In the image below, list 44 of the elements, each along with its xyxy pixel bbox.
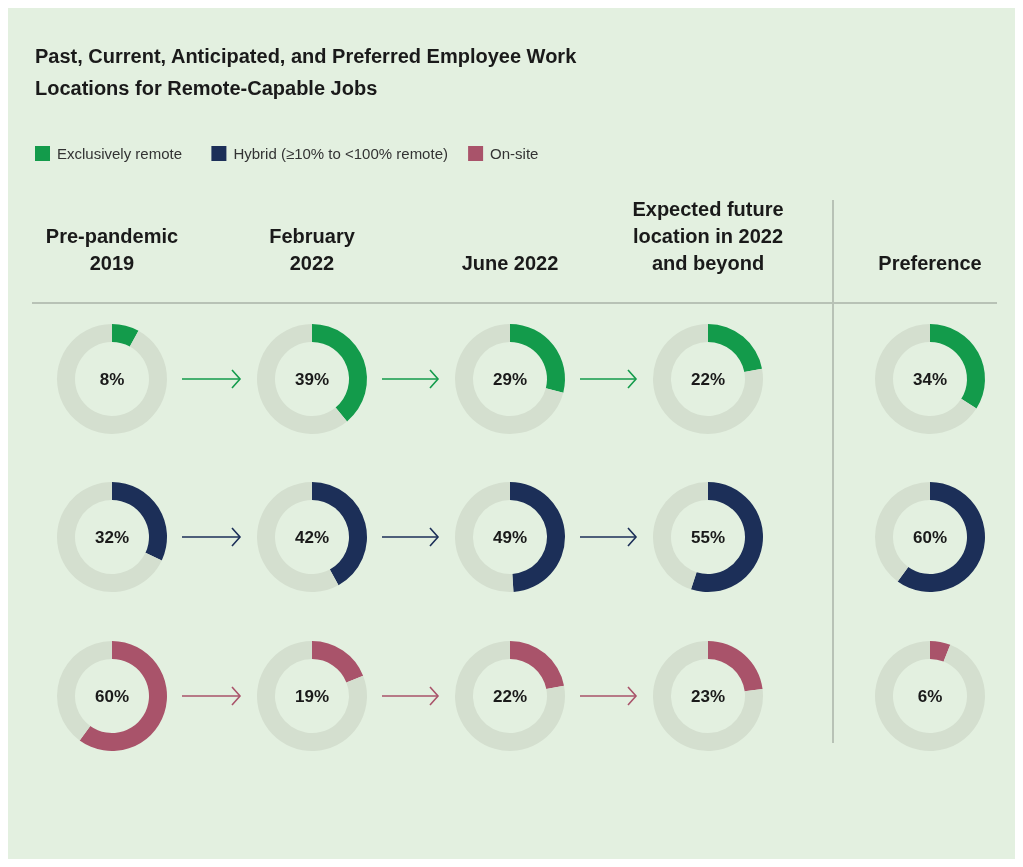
text: 23% bbox=[690, 687, 726, 706]
chart-title: Preference bbox=[878, 252, 982, 274]
donut-slice bbox=[455, 641, 565, 751]
donut-slice bbox=[653, 324, 763, 434]
donut-slice bbox=[79, 641, 167, 751]
text: 34% bbox=[912, 370, 948, 389]
donut-slice bbox=[930, 641, 951, 662]
text: 29% bbox=[492, 370, 528, 389]
donut-slice bbox=[455, 324, 564, 434]
donut-slice bbox=[875, 641, 985, 751]
legend-label: Exclusively remote bbox=[57, 144, 183, 162]
text: 39% bbox=[294, 370, 330, 389]
text: 60% bbox=[94, 687, 130, 706]
text: 19% bbox=[294, 687, 330, 706]
donut-slice bbox=[875, 324, 977, 434]
text: 49% bbox=[492, 528, 528, 547]
donut-slice bbox=[57, 482, 162, 592]
chart-title: February 2022 bbox=[269, 225, 356, 274]
chart-title: Expected future location in 2022 and beyond bbox=[632, 198, 784, 274]
donut-slice bbox=[257, 641, 367, 751]
donut-slice bbox=[312, 641, 364, 683]
text: Past, Current, Anticipated, and Preferred Employee Work Locations for Remote-Capable Jobs bbox=[35, 45, 578, 99]
chart-title: Pre-pandemic 2019 bbox=[45, 225, 179, 274]
legend-label: Hybrid (≥10% to <100% remote) bbox=[233, 144, 448, 162]
text: 22% bbox=[690, 370, 726, 389]
donut-slice bbox=[257, 324, 348, 434]
donut-slice bbox=[510, 641, 565, 690]
donut-slice bbox=[708, 324, 763, 373]
donut-slice bbox=[57, 324, 167, 434]
donut-slice bbox=[257, 482, 339, 592]
chart-title: June 2022 bbox=[461, 252, 559, 274]
text: 6% bbox=[917, 687, 943, 706]
legend-label: On-site bbox=[490, 144, 539, 162]
donut-slice bbox=[653, 641, 763, 751]
donut-slice bbox=[708, 641, 763, 692]
text: 22% bbox=[492, 687, 528, 706]
text: 55% bbox=[690, 528, 726, 547]
text: 42% bbox=[294, 528, 330, 547]
text: 8% bbox=[99, 370, 125, 389]
text: 60% bbox=[912, 528, 948, 547]
donut-slice bbox=[897, 482, 985, 592]
donut-slice bbox=[112, 324, 139, 347]
text: 32% bbox=[94, 528, 130, 547]
donut-slice bbox=[691, 482, 763, 592]
